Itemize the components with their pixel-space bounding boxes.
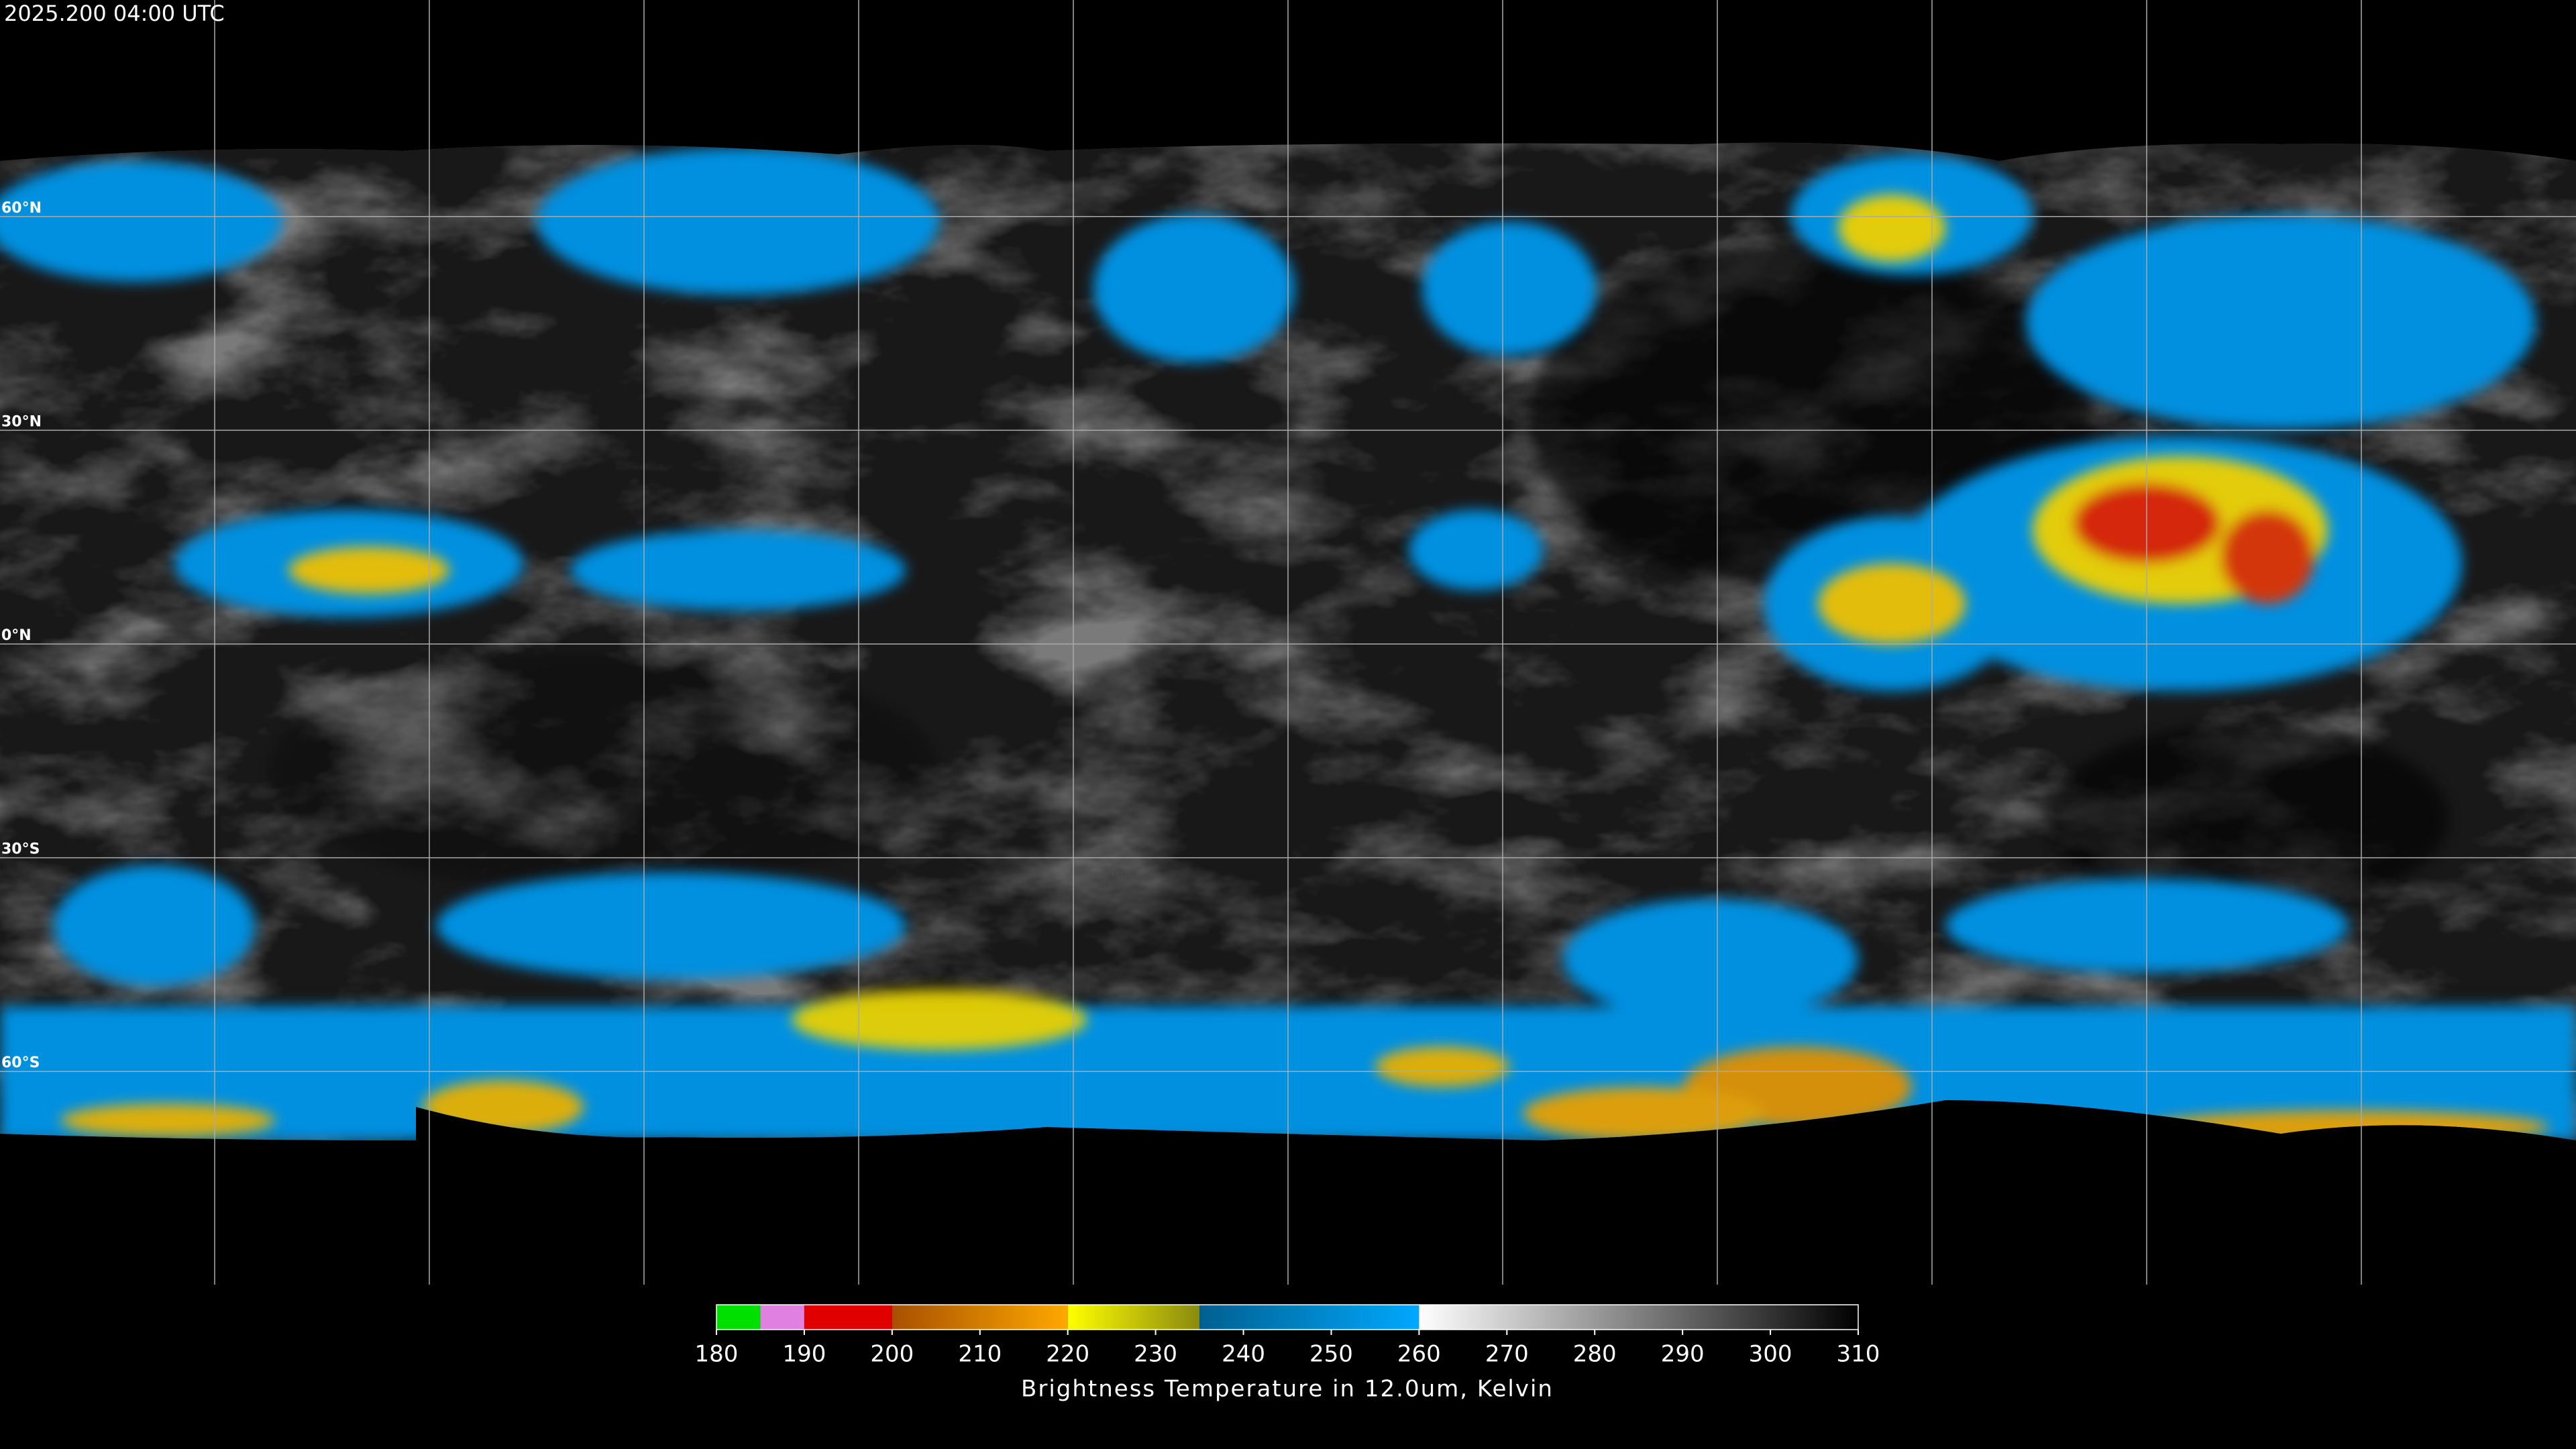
cloud-cluster: [1093, 215, 1295, 362]
cloud-core: [1838, 195, 1945, 262]
colorbar-frame: [716, 1304, 1859, 1330]
cloud-cluster: [1409, 510, 1543, 590]
latitude-label: 30°S: [1, 841, 40, 858]
cloud-core: [792, 989, 1087, 1050]
latitude-label: 30°N: [1, 413, 42, 430]
latitude-label: 60°N: [1, 200, 42, 217]
timestamp: 2025.200 04:00 UTC: [4, 1, 225, 26]
cloud-cluster: [436, 872, 906, 979]
latitude-grid: 60°N 30°N 0°N 30°S 60°S: [0, 200, 2576, 1072]
cloud-core: [1818, 564, 1966, 644]
colorbar-tick-label: 250: [1309, 1341, 1353, 1368]
cloud-cluster: [2026, 215, 2536, 429]
colorbar-segment: [716, 1305, 761, 1330]
cloud-core: [2220, 510, 2314, 604]
very-cold-clouds: [60, 195, 2549, 1140]
colorbar-label: Brightness Temperature in 12.0um, Kelvin: [1021, 1376, 1554, 1403]
colorbar-tick-label: 210: [958, 1341, 1002, 1368]
cloud-core: [1523, 1087, 1764, 1140]
longitude-grid: [214, 0, 2362, 1285]
cloud-cluster: [0, 161, 282, 282]
colorbar-tick-label: 180: [695, 1341, 739, 1368]
colorbar-segment: [1419, 1305, 1858, 1330]
cloud-core: [1375, 1046, 1509, 1087]
colorbar-segment: [892, 1305, 1068, 1330]
colorbar-tick-label: 270: [1485, 1341, 1529, 1368]
colorbar-tick-label: 300: [1749, 1341, 1792, 1368]
colorbar-tick-label: 200: [870, 1341, 914, 1368]
colorbar-tick-label: 220: [1046, 1341, 1089, 1368]
cloud-cluster: [570, 530, 906, 610]
colorbar-segment: [760, 1305, 804, 1330]
colorbar-tick-label: 190: [782, 1341, 826, 1368]
cloud-cluster: [537, 148, 939, 295]
cloud-cluster: [54, 865, 255, 986]
colorbar-segment: [804, 1305, 892, 1330]
colorbar-tick-label: 310: [1837, 1341, 1880, 1368]
colorbar-tick-label: 230: [1134, 1341, 1177, 1368]
colorbar-segment: [1067, 1305, 1200, 1330]
cloud-core: [288, 547, 449, 594]
colorbar-segment: [1199, 1305, 1419, 1330]
colorbar-tick-label: 260: [1397, 1341, 1441, 1368]
colorbar-tick-label: 240: [1222, 1341, 1265, 1368]
colorbar: 180 190 200 210 220 230 240 250 260 270 280 290 300 3…: [695, 1304, 1880, 1368]
colorbar-tick-label: 280: [1573, 1341, 1617, 1368]
colorbar-tick-label: 290: [1661, 1341, 1705, 1368]
cloud-cluster: [1563, 899, 1858, 1020]
latitude-label: 0°N: [1, 627, 32, 644]
cloud-cluster: [1422, 221, 1597, 356]
latitude-label: 60°S: [1, 1055, 40, 1071]
cloud-core: [60, 1104, 275, 1137]
